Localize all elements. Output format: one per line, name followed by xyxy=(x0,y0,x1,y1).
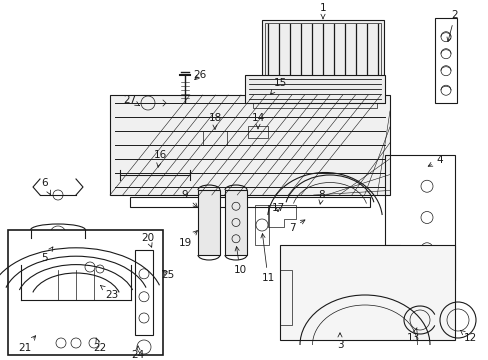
Bar xyxy=(203,131,226,145)
Bar xyxy=(280,245,454,340)
Text: 19: 19 xyxy=(178,230,197,248)
Text: 9: 9 xyxy=(182,190,197,207)
Text: 13: 13 xyxy=(406,328,419,343)
Text: 15: 15 xyxy=(270,78,286,94)
Text: 3: 3 xyxy=(336,333,343,350)
Bar xyxy=(254,205,268,245)
Bar xyxy=(266,78,378,84)
Text: 5: 5 xyxy=(41,247,53,263)
Text: 27: 27 xyxy=(123,95,139,106)
Text: 17: 17 xyxy=(271,203,284,213)
Text: 22: 22 xyxy=(93,338,106,353)
Text: 23: 23 xyxy=(100,285,119,300)
Bar xyxy=(434,18,456,103)
Text: 16: 16 xyxy=(153,150,166,167)
Text: 26: 26 xyxy=(193,70,206,80)
Text: 12: 12 xyxy=(460,330,476,343)
Bar xyxy=(247,126,267,138)
Text: 1: 1 xyxy=(319,3,325,19)
Text: 21: 21 xyxy=(19,336,36,353)
Bar xyxy=(110,95,389,195)
Bar xyxy=(130,197,369,207)
Bar xyxy=(264,23,380,75)
Bar xyxy=(262,20,383,78)
Bar xyxy=(135,250,153,335)
Bar xyxy=(224,190,246,255)
Bar xyxy=(244,75,384,103)
Text: 7: 7 xyxy=(288,220,305,233)
Text: 11: 11 xyxy=(261,234,274,283)
Bar xyxy=(252,103,376,108)
Bar xyxy=(8,230,163,355)
Text: 25: 25 xyxy=(161,270,174,280)
Text: 2: 2 xyxy=(446,10,457,41)
Text: 8: 8 xyxy=(318,190,325,204)
Text: 24: 24 xyxy=(131,346,144,360)
Text: 6: 6 xyxy=(41,178,50,195)
Text: 20: 20 xyxy=(141,233,154,247)
Bar xyxy=(280,270,291,325)
Text: 10: 10 xyxy=(233,247,246,275)
Text: 4: 4 xyxy=(427,155,443,166)
Text: 14: 14 xyxy=(251,113,264,129)
Bar xyxy=(198,190,220,255)
Text: 18: 18 xyxy=(208,113,221,129)
